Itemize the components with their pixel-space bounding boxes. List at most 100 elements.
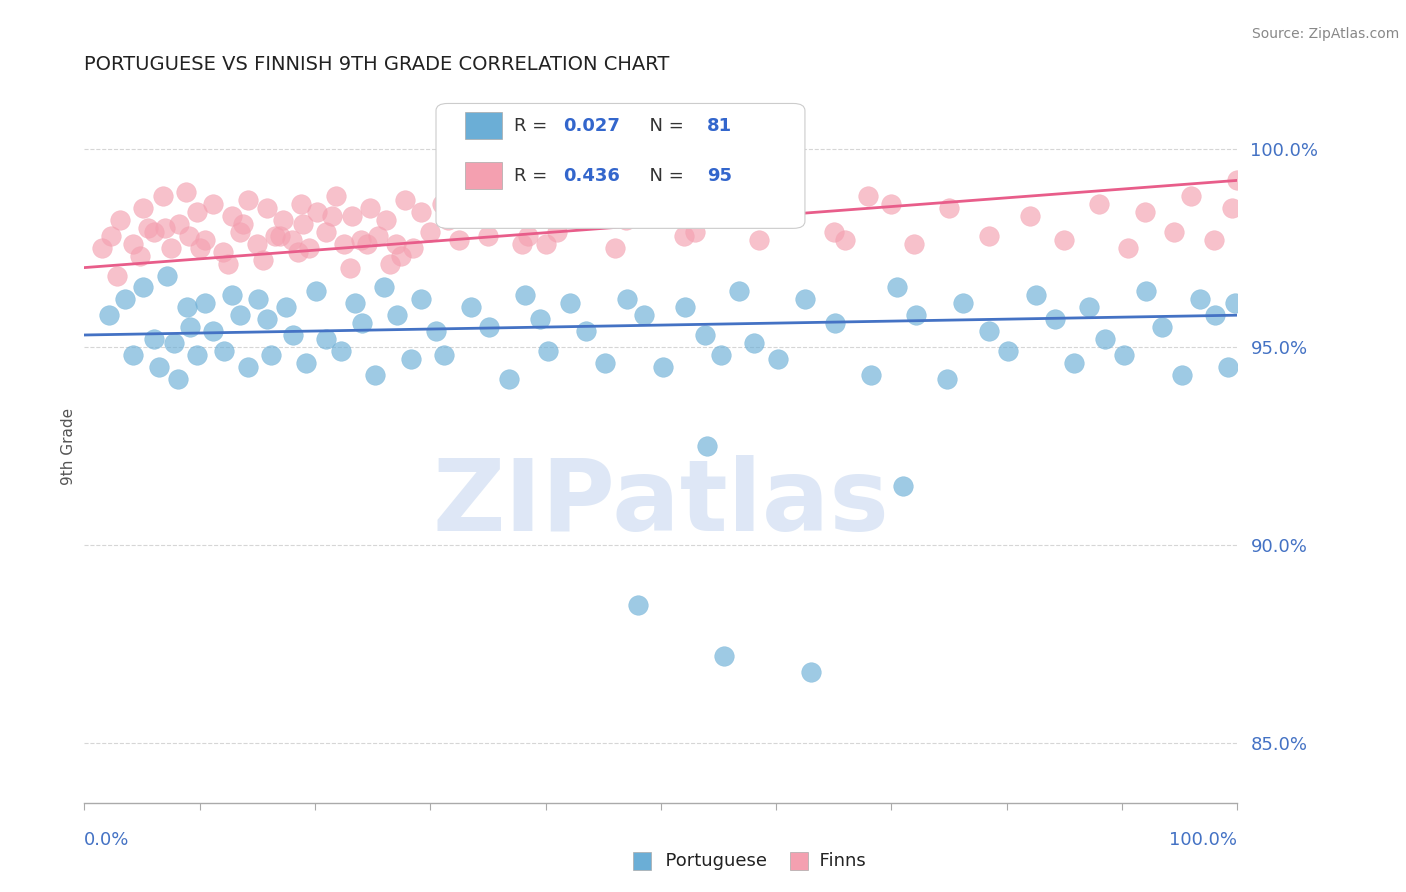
Point (136, 221, 159, 235)
Point (498, 371, 520, 385)
Point (707, 197, 730, 211)
Point (218, 257, 240, 271)
Point (409, 205, 432, 219)
Point (132, 280, 155, 294)
Point (221, 209, 243, 223)
Point (935, 371, 957, 385)
Point (768, 351, 790, 366)
Point (202, 197, 225, 211)
Point (575, 193, 598, 207)
Point (693, 328, 716, 343)
Point (633, 308, 655, 322)
Point (824, 316, 846, 330)
Text: Finns: Finns (808, 852, 866, 870)
Point (373, 280, 395, 294)
Point (952, 296, 974, 310)
Point (287, 244, 309, 259)
Point (105, 268, 128, 283)
FancyBboxPatch shape (465, 112, 502, 139)
Point (1220, 201, 1243, 215)
Point (477, 228, 499, 243)
Point (1204, 233, 1226, 247)
Point (394, 193, 416, 207)
Point (903, 236, 925, 251)
Point (1114, 348, 1136, 362)
Point (256, 201, 278, 215)
Point (402, 241, 425, 255)
Point (1226, 173, 1249, 187)
Point (179, 320, 201, 334)
Point (595, 356, 617, 370)
Point (425, 324, 447, 338)
Text: 0.436: 0.436 (562, 167, 620, 185)
Point (776, 205, 799, 219)
Point (166, 371, 188, 385)
Point (834, 233, 856, 247)
Point (652, 359, 675, 374)
Point (263, 228, 285, 243)
Point (375, 213, 398, 227)
Point (281, 328, 304, 343)
Point (128, 249, 150, 263)
Point (132, 201, 155, 215)
FancyBboxPatch shape (436, 103, 806, 228)
Point (290, 197, 312, 211)
Point (1053, 233, 1076, 247)
Point (1216, 359, 1239, 374)
Point (1116, 241, 1139, 255)
Point (794, 293, 817, 307)
Point (179, 228, 201, 243)
Point (673, 300, 696, 314)
Point (176, 300, 198, 314)
Point (307, 205, 329, 219)
Point (359, 201, 381, 215)
Point (979, 228, 1001, 243)
Point (212, 343, 235, 358)
Point (517, 228, 540, 243)
Point (616, 293, 638, 307)
Point (186, 348, 208, 362)
Point (121, 348, 143, 362)
Point (1063, 356, 1085, 370)
Point (298, 241, 321, 255)
Text: N =: N = (638, 167, 689, 185)
Point (409, 293, 432, 307)
Point (344, 296, 367, 310)
Point (633, 209, 655, 223)
Point (433, 348, 456, 362)
Point (148, 359, 170, 374)
Point (728, 285, 751, 299)
Point (281, 233, 304, 247)
Point (292, 217, 315, 231)
Point (163, 335, 186, 350)
Y-axis label: 9th Grade: 9th Grade (60, 408, 76, 484)
Point (672, 228, 695, 243)
Point (823, 225, 845, 239)
Point (614, 213, 637, 227)
Point (1223, 296, 1246, 310)
Point (156, 268, 179, 283)
Point (247, 293, 270, 307)
Point (232, 217, 254, 231)
Point (167, 217, 190, 231)
Point (256, 312, 278, 326)
Point (979, 324, 1001, 338)
Point (340, 209, 363, 223)
Point (696, 439, 718, 453)
Point (858, 189, 880, 203)
Point (153, 221, 176, 235)
Text: Source: ZipAtlas.com: Source: ZipAtlas.com (1251, 27, 1399, 41)
Point (1088, 197, 1111, 211)
Point (997, 343, 1019, 358)
Point (1043, 312, 1066, 326)
Point (1163, 225, 1185, 239)
Text: 0.0%: 0.0% (84, 831, 129, 849)
Point (603, 241, 626, 255)
Point (142, 332, 165, 346)
Point (194, 296, 217, 310)
Point (384, 236, 406, 251)
Text: 100.0%: 100.0% (1170, 831, 1237, 849)
Point (430, 197, 453, 211)
Text: PORTUGUESE VS FINNISH 9TH GRADE CORRELATION CHART: PORTUGUESE VS FINNISH 9TH GRADE CORRELAT… (84, 54, 669, 74)
Point (904, 308, 927, 322)
